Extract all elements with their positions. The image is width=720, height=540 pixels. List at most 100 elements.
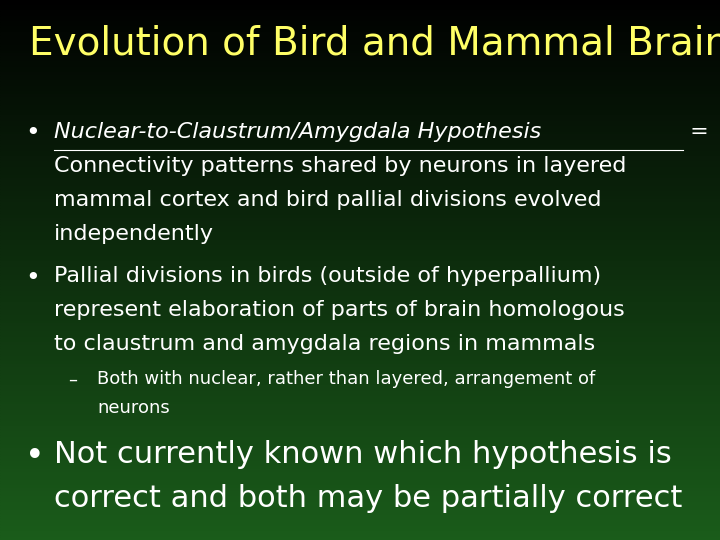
Bar — [0, 273, 720, 275]
Bar — [0, 16, 720, 19]
Bar — [0, 297, 720, 300]
Bar — [0, 240, 720, 243]
Bar — [0, 3, 720, 5]
Bar — [0, 381, 720, 383]
Bar — [0, 329, 720, 332]
Bar — [0, 308, 720, 310]
Bar — [0, 57, 720, 59]
Bar — [0, 435, 720, 437]
Bar — [0, 0, 720, 3]
Text: neurons: neurons — [97, 399, 170, 416]
Bar — [0, 40, 720, 43]
Bar — [0, 184, 720, 186]
Text: represent elaboration of parts of brain homologous: represent elaboration of parts of brain … — [54, 300, 625, 320]
Bar — [0, 148, 720, 151]
Bar — [0, 54, 720, 57]
Bar — [0, 429, 720, 432]
Bar — [0, 286, 720, 289]
Bar — [0, 138, 720, 140]
Bar — [0, 189, 720, 192]
Text: mammal cortex and bird pallial divisions evolved: mammal cortex and bird pallial divisions… — [54, 190, 601, 210]
Bar — [0, 8, 720, 11]
Bar — [0, 14, 720, 16]
Bar — [0, 68, 720, 70]
Bar — [0, 310, 720, 313]
Bar — [0, 386, 720, 389]
Bar — [0, 251, 720, 254]
Bar — [0, 186, 720, 189]
Bar — [0, 418, 720, 421]
Bar — [0, 19, 720, 22]
Bar — [0, 73, 720, 76]
Bar — [0, 5, 720, 8]
Bar — [0, 281, 720, 284]
Bar — [0, 119, 720, 122]
Bar — [0, 346, 720, 348]
Bar — [0, 267, 720, 270]
Bar — [0, 38, 720, 40]
Bar — [0, 313, 720, 316]
Bar — [0, 489, 720, 491]
Bar — [0, 135, 720, 138]
Bar — [0, 278, 720, 281]
Bar — [0, 397, 720, 400]
Bar — [0, 502, 720, 505]
Bar — [0, 305, 720, 308]
Bar — [0, 238, 720, 240]
Bar — [0, 462, 720, 464]
Bar — [0, 332, 720, 335]
Bar — [0, 359, 720, 362]
Bar — [0, 383, 720, 386]
Bar — [0, 178, 720, 181]
Bar — [0, 356, 720, 359]
Bar — [0, 424, 720, 427]
Bar — [0, 292, 720, 294]
Text: to claustrum and amygdala regions in mammals: to claustrum and amygdala regions in mam… — [54, 334, 595, 354]
Bar — [0, 302, 720, 305]
Bar — [0, 410, 720, 413]
Bar — [0, 535, 720, 537]
Bar — [0, 208, 720, 211]
Bar — [0, 364, 720, 367]
Bar — [0, 389, 720, 392]
Bar — [0, 421, 720, 424]
Text: Both with nuclear, rather than layered, arrangement of: Both with nuclear, rather than layered, … — [97, 370, 595, 388]
Bar — [0, 324, 720, 327]
Bar — [0, 130, 720, 132]
Bar — [0, 216, 720, 219]
Bar — [0, 46, 720, 49]
Bar — [0, 327, 720, 329]
Bar — [0, 316, 720, 319]
Bar — [0, 472, 720, 475]
Bar — [0, 446, 720, 448]
Text: independently: independently — [54, 224, 214, 244]
Bar — [0, 211, 720, 213]
Bar — [0, 500, 720, 502]
Bar — [0, 513, 720, 516]
Bar — [0, 464, 720, 467]
Text: Nuclear-to-Claustrum/Amygdala Hypothesis: Nuclear-to-Claustrum/Amygdala Hypothesis — [54, 122, 541, 141]
Bar — [0, 289, 720, 292]
Bar — [0, 176, 720, 178]
Bar — [0, 235, 720, 238]
Bar — [0, 197, 720, 200]
Bar — [0, 24, 720, 27]
Bar — [0, 454, 720, 456]
Text: =: = — [683, 122, 708, 141]
Bar — [0, 335, 720, 338]
Bar — [0, 432, 720, 435]
Bar — [0, 230, 720, 232]
Bar — [0, 159, 720, 162]
Bar — [0, 170, 720, 173]
Bar — [0, 451, 720, 454]
Bar — [0, 43, 720, 46]
Bar — [0, 400, 720, 402]
Bar — [0, 367, 720, 370]
Bar — [0, 494, 720, 497]
Bar — [0, 526, 720, 529]
Bar — [0, 521, 720, 524]
Bar — [0, 478, 720, 481]
Bar — [0, 456, 720, 459]
Bar — [0, 143, 720, 146]
Bar — [0, 265, 720, 267]
